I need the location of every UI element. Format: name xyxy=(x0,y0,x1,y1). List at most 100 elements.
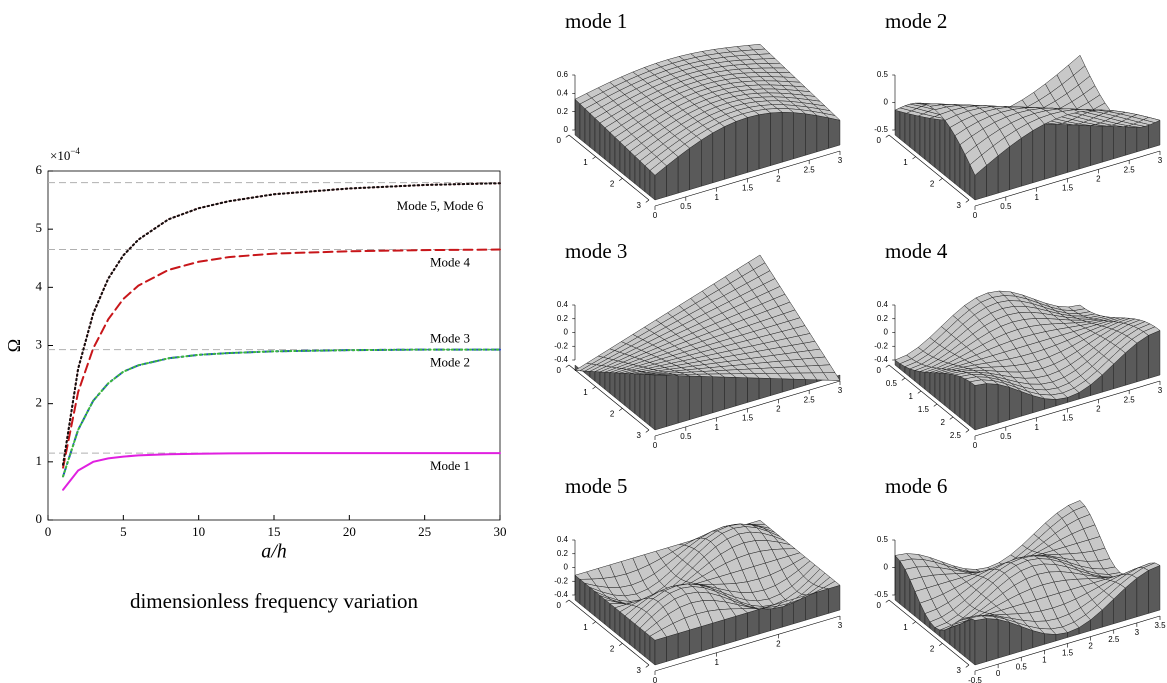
x-tick-label: 2 xyxy=(776,404,781,413)
surface-wall xyxy=(579,103,586,144)
y-tick xyxy=(938,643,943,646)
y-tick xyxy=(912,621,916,625)
x-tick-label: 3 xyxy=(1135,628,1140,637)
y-tick xyxy=(592,156,596,160)
x-tick-label: 0 xyxy=(996,669,1001,678)
x-tick-label: 1.5 xyxy=(1062,184,1074,193)
series-label: Mode 4 xyxy=(430,255,471,270)
x-tick-label: 1 xyxy=(1034,423,1039,432)
surface-wall xyxy=(724,376,737,410)
surface-cell xyxy=(969,615,988,621)
z-tick-label: 0 xyxy=(884,328,889,337)
surface-wall xyxy=(793,378,806,390)
surface-wall xyxy=(594,117,601,156)
surface-wall xyxy=(689,375,702,420)
surface-wall xyxy=(828,584,841,614)
y-axis xyxy=(568,599,650,666)
y-tick-label: 3 xyxy=(637,431,642,440)
surface-wall xyxy=(619,611,626,642)
series-line xyxy=(62,452,501,491)
x-tick-label: 3 xyxy=(838,621,843,630)
surface-wall xyxy=(1009,137,1022,190)
surface-wall xyxy=(758,605,771,635)
surface-wall xyxy=(1044,633,1057,645)
surface-wall xyxy=(747,377,760,403)
surface-cell xyxy=(649,161,667,176)
y-tick xyxy=(592,386,596,390)
surface-wall xyxy=(579,578,586,609)
x-tick-label: 2 xyxy=(1096,404,1101,413)
surface-wall xyxy=(634,373,641,419)
surface-wall xyxy=(609,603,616,633)
y-tick xyxy=(618,643,623,646)
surface-wall xyxy=(599,595,606,625)
series-label: Mode 2 xyxy=(430,355,470,370)
y-tick-label: 3 xyxy=(637,666,642,675)
y-tick-label: 3 xyxy=(957,201,962,210)
surface-wall xyxy=(677,629,690,659)
surface-wall xyxy=(614,607,621,637)
y-tick-label: 2 xyxy=(941,418,946,427)
x-tick-label: 3.5 xyxy=(1154,621,1166,630)
y-tick-label: 3 xyxy=(637,201,642,210)
surface-wall xyxy=(712,376,725,414)
y-axis xyxy=(888,134,970,201)
y-tick-label: 0 xyxy=(557,601,562,610)
surface-wall xyxy=(649,374,656,431)
y-tick-label: 0 xyxy=(557,366,562,375)
y-tick xyxy=(645,429,650,433)
surface-wall xyxy=(644,631,651,662)
surface-wall xyxy=(624,373,631,411)
surface-wall xyxy=(574,574,581,605)
surface-wall xyxy=(894,554,901,605)
surface-wall xyxy=(639,160,646,193)
surface-wall xyxy=(1136,335,1149,383)
surface-wall xyxy=(724,121,737,180)
x-tick-label: 2 xyxy=(776,174,781,183)
surface-wall xyxy=(634,155,641,189)
z-tick-label: -0.4 xyxy=(554,590,568,599)
series-line xyxy=(62,182,501,466)
surface-wall xyxy=(964,378,971,427)
surface-wall xyxy=(1021,130,1034,187)
surface-wall xyxy=(609,372,616,398)
surface-wall xyxy=(649,170,656,201)
panel-title: mode 5 xyxy=(565,474,627,498)
surface-wall xyxy=(589,587,596,617)
surface-wall xyxy=(949,373,956,415)
z-tick-label: 0.2 xyxy=(557,107,569,116)
surface-wall xyxy=(747,609,760,638)
surface-wall xyxy=(644,165,651,197)
surface-panel: -0.5 0 0.5 1 1.5 2 2.5 3 3.5 0 1 2 3 -0.5 0 0.5 xyxy=(874,500,1166,683)
surface-wall xyxy=(924,371,931,394)
y-tick-label: 3 xyxy=(957,666,962,675)
x-axis-label: a/h xyxy=(261,541,287,563)
z-tick-label: -0.4 xyxy=(874,355,888,364)
surface-wall xyxy=(712,619,725,649)
x-tick-label: 0 xyxy=(973,441,978,450)
panel-title: mode 4 xyxy=(885,239,948,263)
x-tick-label: 2.5 xyxy=(1124,395,1136,404)
surface-wall xyxy=(599,371,606,390)
surface-wall xyxy=(969,617,976,666)
surface-wall xyxy=(986,618,999,662)
x-tick-label: 2.5 xyxy=(1124,165,1136,174)
surface-wall xyxy=(828,117,841,149)
x-tick-label: -0.5 xyxy=(968,676,982,683)
annotation: Mode 5, Mode 6 xyxy=(397,198,484,213)
surface-wall xyxy=(574,98,581,140)
surface-wall xyxy=(735,612,748,642)
y-tick-label: 0 xyxy=(877,136,882,145)
surface-wall xyxy=(1044,118,1057,180)
surface-wall xyxy=(584,582,591,613)
surface-wall xyxy=(594,371,601,386)
y-tick-label: 1 xyxy=(909,392,914,401)
y-tick-label: 1.5 xyxy=(918,405,930,414)
surface-wall xyxy=(735,117,748,177)
surface-wall xyxy=(793,112,806,160)
surface-wall xyxy=(1032,123,1045,184)
surface-panel: 0 1 2 3 0 1 2 3 -0.4 -0.2 0 0.2 0.4 xyxy=(554,519,843,683)
surface-wall xyxy=(599,122,606,160)
z-tick-label: 0.5 xyxy=(877,70,889,79)
